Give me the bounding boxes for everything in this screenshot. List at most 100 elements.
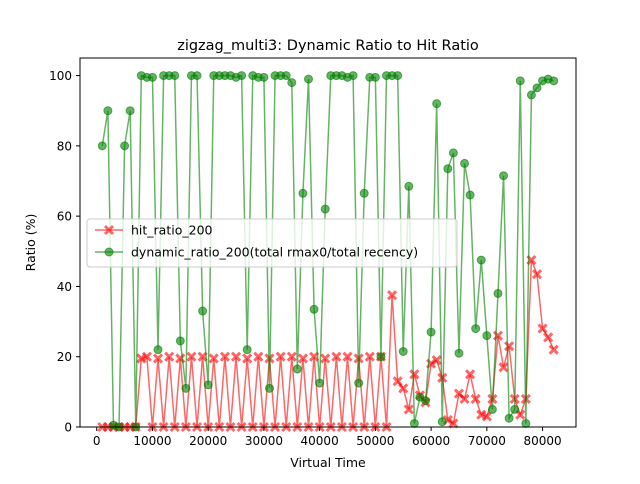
data-point (526, 90, 536, 100)
x-tick-label: 80000 (523, 434, 561, 448)
data-point (387, 290, 398, 301)
legend-label-dynamic-ratio: dynamic_ratio_200(total rmax0/total rece… (131, 245, 418, 260)
data-point (393, 71, 403, 81)
data-point (298, 188, 308, 198)
legend-label-hit-ratio: hit_ratio_200 (131, 223, 213, 238)
y-axis: 0 20 40 60 80 100 (49, 69, 80, 435)
data-point (141, 351, 152, 362)
legend-marker-dynamic-ratio (104, 247, 114, 257)
data-point (170, 71, 180, 81)
plot-area (97, 71, 559, 433)
data-point (532, 83, 542, 93)
data-point (164, 351, 175, 362)
data-point (398, 383, 409, 394)
data-point (320, 204, 330, 214)
y-tick-label: 40 (57, 280, 72, 294)
y-tick-label: 60 (57, 210, 72, 224)
x-tick-label: 40000 (301, 434, 339, 448)
data-point (359, 188, 369, 198)
data-point (297, 353, 308, 364)
data-point (432, 99, 442, 109)
data-point (431, 355, 442, 366)
legend-entry-hit-ratio: hit_ratio_200 (95, 223, 213, 238)
data-point (504, 413, 514, 423)
y-axis-label: Ratio (%) (23, 214, 38, 272)
data-point (504, 341, 515, 352)
legend-entry-dynamic-ratio: dynamic_ratio_200(total rmax0/total rece… (95, 245, 418, 260)
data-point (370, 72, 380, 82)
data-point (198, 306, 208, 316)
data-point (443, 164, 453, 174)
data-point (147, 72, 157, 82)
data-point (259, 72, 269, 82)
y-tick-label: 20 (57, 350, 72, 364)
data-point (309, 304, 319, 314)
data-point (548, 344, 559, 355)
data-point (354, 378, 364, 388)
data-point (470, 393, 481, 404)
data-point (465, 190, 475, 200)
data-point (264, 383, 274, 393)
data-point (398, 346, 408, 356)
x-tick-label: 10000 (133, 434, 171, 448)
data-point (543, 332, 554, 343)
data-point (460, 158, 470, 168)
data-point (348, 71, 358, 81)
data-point (125, 106, 135, 116)
data-point (531, 269, 543, 280)
data-point (515, 76, 525, 86)
data-point (409, 418, 419, 428)
data-point (482, 331, 492, 341)
x-axis-label: Virtual Time (290, 455, 366, 470)
x-axis: 0 10000 20000 30000 40000 50000 60000 70000 8000… (93, 427, 562, 448)
data-point (208, 353, 219, 364)
data-point (320, 353, 331, 364)
x-tick-label: 20000 (189, 434, 227, 448)
data-point (499, 171, 509, 181)
data-point (237, 71, 247, 81)
data-point (103, 106, 113, 116)
data-point (437, 372, 448, 383)
y-tick-label: 0 (64, 421, 72, 435)
data-point (364, 351, 375, 362)
data-point (342, 351, 353, 362)
x-tick-label: 60000 (412, 434, 450, 448)
data-point (448, 418, 459, 429)
data-point (471, 324, 481, 334)
data-point (331, 351, 342, 362)
legend-box (86, 218, 458, 268)
legend-marker (104, 247, 114, 257)
data-point (454, 348, 464, 358)
x-tick-label: 70000 (468, 434, 506, 448)
data-point (521, 418, 531, 428)
data-point (219, 351, 230, 362)
data-point (242, 353, 253, 364)
data-point (409, 369, 420, 380)
axes-frame (79, 57, 577, 428)
y-tick-label: 80 (57, 139, 72, 153)
data-point (493, 288, 503, 298)
data-point (549, 76, 559, 86)
data-point (286, 351, 297, 362)
data-point (181, 383, 191, 393)
data-point (376, 352, 386, 362)
legend: hit_ratio_200 dynamic_ratio_200(total rm… (86, 218, 458, 268)
data-point (437, 417, 447, 427)
data-point (537, 323, 548, 334)
data-point (203, 380, 213, 390)
data-point (465, 369, 476, 380)
series-1 (97, 71, 559, 432)
data-point (487, 404, 497, 414)
chart-title: zigzag_multi3: Dynamic Ratio to Hit Rati… (177, 38, 479, 54)
data-point (292, 364, 302, 374)
data-point (120, 141, 130, 151)
data-point (275, 351, 286, 362)
data-point (281, 71, 291, 81)
series-line-0 (102, 259, 555, 428)
data-point (403, 404, 414, 415)
data-point (459, 393, 470, 404)
data-point (426, 327, 436, 337)
data-point (175, 336, 185, 346)
data-point (404, 181, 414, 191)
